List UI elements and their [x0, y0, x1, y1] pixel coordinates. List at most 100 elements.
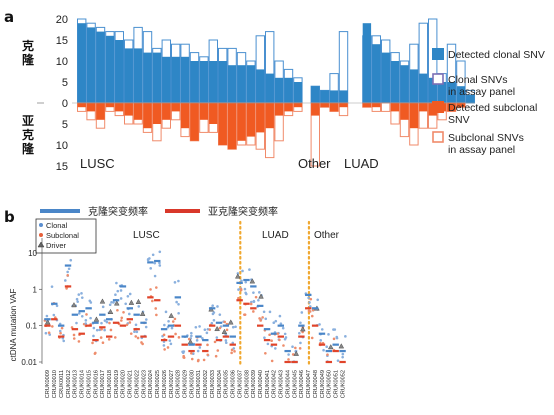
legend-label-line: in assay panel [448, 86, 515, 98]
clonal-point [158, 250, 162, 254]
subclonal-point [155, 313, 158, 317]
clonal-point [44, 331, 48, 335]
legend-clonal-dot [39, 223, 43, 227]
clonal-point [149, 267, 153, 270]
clonal-point [218, 313, 222, 316]
clonal-point [211, 312, 215, 316]
subclonal-point [202, 358, 206, 362]
x-tick-label: CRUK0051 [334, 370, 340, 398]
x-tick-label: CRUK0021 [128, 370, 134, 398]
clonal-point [252, 300, 256, 304]
clonal-detected-bar [329, 90, 339, 103]
clonal-detected-bar [339, 90, 348, 103]
clonal-point [145, 318, 148, 321]
clonal-detected-bar [274, 77, 284, 103]
subclonal-detected-bar [409, 103, 419, 129]
x-tick-label: CRUK0042 [272, 370, 278, 398]
subclonal-detected-bar [362, 103, 372, 108]
clonal-point [80, 314, 84, 318]
y-tick-label: 1 [33, 285, 38, 294]
clonal-detected-bar [133, 48, 143, 103]
subclonal-point [298, 347, 302, 350]
legend-label: Detected clonal SNV [448, 49, 545, 61]
clonal-point [77, 293, 81, 296]
clonal-detected-bar [124, 48, 133, 103]
clonal-detected-bar [199, 61, 209, 103]
subclonal-point [85, 313, 88, 316]
y-tick-label: 0.1 [26, 322, 38, 331]
legend-clonal-label: Clonal [46, 221, 68, 230]
x-tick-label: CRUK0050 [327, 370, 333, 398]
subclonal-point [155, 286, 158, 289]
ylabel-top-char-1: 克 [22, 38, 34, 53]
subclonal-point [264, 352, 267, 355]
legend-label-line: Detected clonal SNV [448, 49, 545, 61]
subclonal-detected-bar [115, 103, 124, 112]
x-tick-label: CRUK0036 [231, 370, 237, 398]
group-label-lusc: LUSC [80, 156, 115, 171]
clonal-point [333, 328, 337, 331]
legend-label-line: Detected subclonal [448, 102, 537, 114]
clonal-point [335, 336, 339, 340]
subclonal-detected-bar [96, 103, 105, 120]
clonal-detected-bar [190, 61, 199, 103]
ylabel-bottom-char-1: 亚 [22, 114, 34, 128]
y-tick-label: 20 [56, 14, 68, 26]
clonal-detected-bar [381, 52, 390, 103]
clonal-point [190, 334, 193, 338]
driver-triangle [293, 350, 299, 356]
subclonal-point [162, 333, 166, 337]
subclonal-detected-bar [284, 103, 293, 112]
clonal-point [263, 336, 266, 340]
subclonal-point [258, 317, 261, 320]
subclonal-point [122, 311, 125, 314]
clonal-point [252, 291, 255, 294]
legend-swatch-filled [432, 101, 444, 113]
clonal-point [84, 322, 88, 325]
clonal-point [50, 285, 54, 288]
subclonal-point [294, 346, 297, 350]
legend-label: Detected subclonal SNV [448, 102, 537, 126]
subclonal-point [282, 344, 285, 347]
clonal-point [308, 305, 312, 308]
clonal-point [232, 347, 236, 350]
subclonal-point [134, 335, 138, 338]
clonal-point [153, 261, 157, 265]
clonal-point [169, 342, 173, 346]
subclonal-point [254, 295, 258, 299]
b-group-label-other: Other [314, 230, 340, 241]
clonal-detected-bar [320, 90, 329, 103]
clonal-point [236, 272, 240, 275]
legend-box-frame [35, 218, 97, 254]
clonal-point [298, 331, 301, 335]
subclonal-detected-bar [209, 103, 218, 124]
subclonal-detected-bar [400, 103, 409, 120]
clonal-point [45, 314, 49, 318]
clonal-point [124, 302, 127, 306]
subclonal-detected-bar [311, 103, 320, 116]
clonal-detected-bar [311, 86, 320, 103]
clonal-detected-bar [372, 44, 381, 103]
clonal-point [336, 359, 340, 362]
subclonal-point [166, 346, 170, 349]
clonal-point [224, 339, 228, 342]
clonal-point [55, 304, 59, 308]
clonal-point [119, 289, 123, 292]
x-tick-label: CRUK0017 [100, 370, 106, 398]
subclonal-point [99, 336, 103, 339]
subclonal-point [60, 326, 64, 330]
subclonal-point [310, 336, 314, 340]
clonal-point [89, 301, 93, 304]
legend-label: Clonal SNVs in assay panel [448, 74, 515, 98]
clonal-point [103, 319, 107, 322]
y-tick-label: 0.01 [21, 358, 37, 367]
x-tick-label: CRUK0037 [237, 370, 243, 398]
subclonal-point [120, 316, 124, 320]
subclonal-point [259, 319, 262, 322]
x-tick-label: CRUK0026 [162, 370, 168, 398]
subclonal-detected-bar [372, 103, 381, 108]
driver-triangle [235, 273, 241, 279]
panel-a-group-labels: LUSC Other LUAD [80, 156, 379, 171]
subclonal-detected-bar [133, 103, 143, 120]
x-tick-label: CRUK0049 [320, 370, 326, 398]
